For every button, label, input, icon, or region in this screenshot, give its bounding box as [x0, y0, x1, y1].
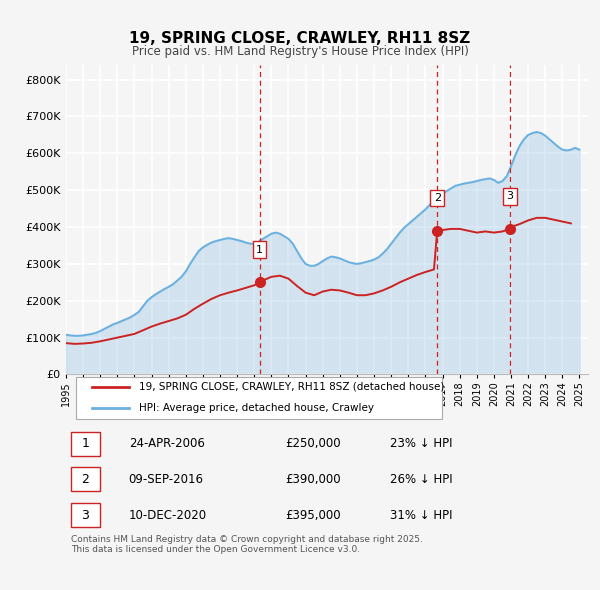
FancyBboxPatch shape — [71, 503, 100, 527]
Text: 3: 3 — [82, 509, 89, 522]
FancyBboxPatch shape — [76, 377, 442, 418]
Text: 24-APR-2006: 24-APR-2006 — [128, 437, 205, 450]
Text: 31% ↓ HPI: 31% ↓ HPI — [389, 509, 452, 522]
Text: Price paid vs. HM Land Registry's House Price Index (HPI): Price paid vs. HM Land Registry's House … — [131, 45, 469, 58]
Text: £390,000: £390,000 — [285, 473, 341, 486]
Text: Contains HM Land Registry data © Crown copyright and database right 2025.
This d: Contains HM Land Registry data © Crown c… — [71, 535, 423, 554]
Text: 10-DEC-2020: 10-DEC-2020 — [128, 509, 207, 522]
FancyBboxPatch shape — [71, 467, 100, 491]
Text: 1: 1 — [82, 437, 89, 450]
Text: 2: 2 — [82, 473, 89, 486]
Text: 09-SEP-2016: 09-SEP-2016 — [128, 473, 203, 486]
Text: 23% ↓ HPI: 23% ↓ HPI — [389, 437, 452, 450]
Text: 3: 3 — [506, 191, 514, 201]
Text: £395,000: £395,000 — [285, 509, 341, 522]
Text: £250,000: £250,000 — [285, 437, 341, 450]
Text: HPI: Average price, detached house, Crawley: HPI: Average price, detached house, Craw… — [139, 403, 374, 413]
Text: 2: 2 — [434, 193, 441, 203]
Text: 1: 1 — [256, 245, 263, 255]
Text: 19, SPRING CLOSE, CRAWLEY, RH11 8SZ (detached house): 19, SPRING CLOSE, CRAWLEY, RH11 8SZ (det… — [139, 382, 445, 392]
Text: 19, SPRING CLOSE, CRAWLEY, RH11 8SZ: 19, SPRING CLOSE, CRAWLEY, RH11 8SZ — [130, 31, 470, 46]
Text: 26% ↓ HPI: 26% ↓ HPI — [389, 473, 452, 486]
FancyBboxPatch shape — [71, 432, 100, 455]
